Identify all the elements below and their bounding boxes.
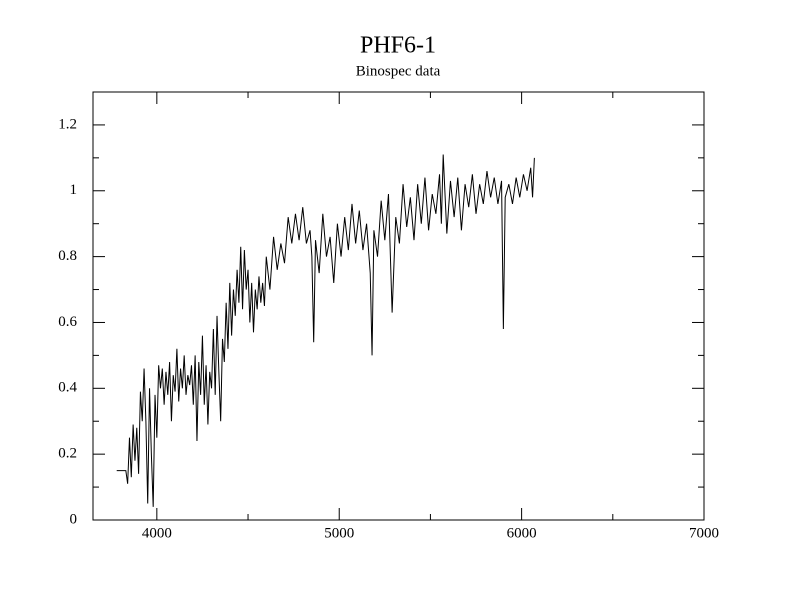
y-tick-label: 0.4 <box>58 380 77 396</box>
y-tick-label: 1.2 <box>58 116 77 132</box>
y-tick-label: 0.8 <box>58 248 77 264</box>
x-tick-label: 4000 <box>142 525 172 541</box>
chart-subtitle: Binospec data <box>356 63 441 79</box>
y-tick-label: 1 <box>70 182 78 198</box>
x-tick-label: 6000 <box>507 525 537 541</box>
plot-frame <box>92 91 705 521</box>
x-tick-label: 7000 <box>689 525 719 541</box>
y-tick-label: 0 <box>70 511 78 527</box>
chart-title: PHF6-1 <box>360 33 436 59</box>
y-tick-label: 0.2 <box>58 446 77 462</box>
spectrum-line <box>116 154 535 507</box>
x-tick-label: 5000 <box>324 525 354 541</box>
y-tick-label: 0.6 <box>58 314 77 330</box>
